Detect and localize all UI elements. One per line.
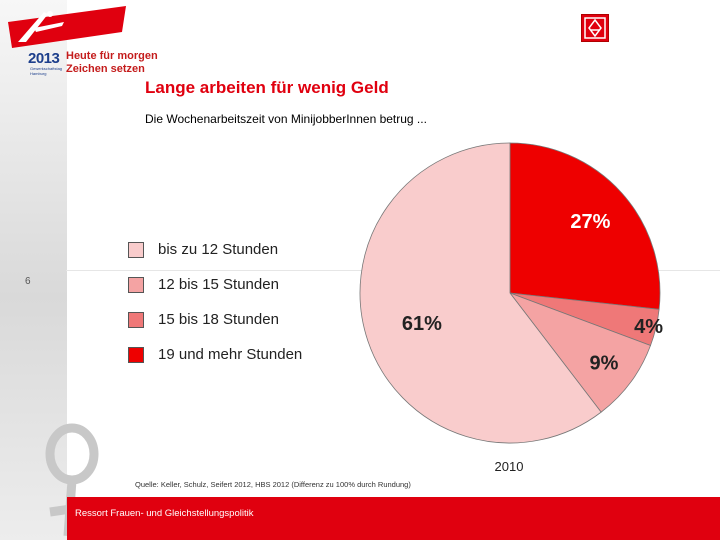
legend-swatch-2 — [128, 276, 144, 293]
source-note: Quelle: Keller, Schulz, Seifert 2012, HB… — [135, 480, 411, 489]
chart-year-caption: 2010 — [495, 459, 524, 474]
pie-label-1: 27% — [570, 211, 610, 233]
pie-slice-1 — [509, 142, 661, 310]
pie-slice-3 — [508, 292, 652, 413]
pie-label-2: 4% — [634, 316, 663, 338]
slogan: Heute für morgen Zeichen setzen — [66, 50, 158, 76]
legend-item: 19 und mehr Stunden — [128, 337, 302, 372]
legend-item: 12 bis 15 Stunden — [128, 267, 302, 302]
pie-chart: 27% 4% 9% 61% 2010 — [359, 142, 663, 474]
pie-label-4: 61% — [402, 313, 442, 335]
legend-label-2: 12 bis 15 Stunden — [158, 276, 279, 293]
slogan-line-2: Zeichen setzen — [66, 63, 145, 75]
slogan-line-1: Heute für morgen — [66, 50, 158, 62]
year-label: 2013 — [28, 50, 60, 67]
pie-label-3: 9% — [590, 353, 619, 375]
legend-label-1: bis zu 12 Stunden — [158, 241, 279, 258]
footer-bar: Ressort Frauen- und Gleichstellungspolit… — [67, 497, 720, 540]
slide-title: Lange arbeiten für wenig Geld — [145, 78, 389, 97]
footer-text: Ressort Frauen- und Gleichstellungspolit… — [75, 508, 254, 519]
slide-subtitle: Die Wochenarbeitszeit von MinijobberInne… — [145, 112, 427, 126]
chart-legend: bis zu 12 Stunden 12 bis 15 Stunden 15 b… — [128, 232, 302, 372]
legend-label-4: 19 und mehr Stunden — [158, 346, 303, 363]
pie-slice-4 — [359, 142, 602, 444]
sidebar — [0, 0, 67, 540]
campaign-logo — [8, 6, 126, 48]
year-subtext: Gewerkschaftstag Hamburg — [30, 66, 63, 76]
legend-swatch-3 — [128, 311, 144, 328]
legend-item: bis zu 12 Stunden — [128, 232, 302, 267]
ig-metall-logo-icon — [581, 14, 609, 42]
slide-number: 6 — [25, 276, 31, 287]
legend-swatch-1 — [128, 241, 144, 258]
legend-label-3: 15 bis 18 Stunden — [158, 311, 279, 328]
legend-swatch-4 — [128, 346, 144, 363]
legend-item: 15 bis 18 Stunden — [128, 302, 302, 337]
